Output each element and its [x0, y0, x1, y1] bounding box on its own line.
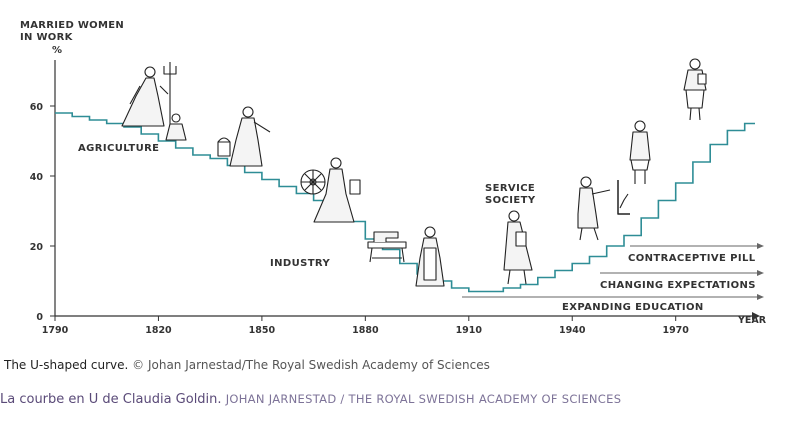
- annotation-changing-expectations: CHANGING EXPECTATIONS: [600, 270, 764, 291]
- x-axis-label: YEAR: [737, 315, 767, 326]
- woman-with-folder-icon: [503, 210, 533, 285]
- sewing-machine-icon: [367, 231, 407, 263]
- axes: [50, 60, 760, 321]
- y-tick-label: 20: [30, 242, 44, 253]
- article-caption: La courbe en U de Claudia Goldin. JOHAN …: [0, 390, 790, 409]
- article-caption-credit: JOHAN JARNESTAD / THE ROYAL SWEDISH ACAD…: [225, 392, 622, 406]
- annotation-contraceptive-pill: CONTRACEPTIVE PILL: [628, 243, 764, 264]
- era-label-agriculture: AGRICULTURE: [78, 143, 159, 154]
- y-axis-unit: %: [52, 45, 62, 56]
- figure-caption-credit: © Johan Jarnestad/The Royal Swedish Acad…: [132, 358, 490, 372]
- series-line: [55, 112, 755, 293]
- x-tick-label: 1940: [559, 325, 586, 336]
- annotation-education-label: EXPANDING EDUCATION: [562, 302, 704, 313]
- y-axis-label-line1: MARRIED WOMEN: [20, 20, 124, 31]
- y-tick-label: 60: [30, 102, 44, 113]
- y-tick-label: 0: [36, 312, 43, 323]
- y-tick-label: 40: [30, 172, 44, 183]
- tick-labels: 0 20 40 60 1790 1820 1850 1880 1910 1940 1970 YEAR: [30, 102, 767, 336]
- era-label-service-line1: SERVICE: [485, 183, 535, 194]
- x-tick-label: 1820: [145, 325, 172, 336]
- woman-at-spinning-wheel-icon: [300, 157, 361, 223]
- x-tick-label: 1910: [456, 325, 483, 336]
- woman-carrying-bucket-icon: [217, 106, 271, 167]
- u-shaped-curve-chart: MARRIED WOMEN IN WORK % 0 20 40 60 1790 1820 1…: [20, 20, 767, 336]
- woman-at-chart-icon: [577, 176, 630, 241]
- article-caption-title: La courbe en U de Claudia Goldin.: [0, 392, 222, 407]
- x-tick-label: 1790: [42, 325, 69, 336]
- figure-caption-title: The U-shaped curve.: [4, 358, 129, 372]
- annotation-expectations-label: CHANGING EXPECTATIONS: [600, 280, 756, 291]
- woman-on-stairs-icon: [683, 58, 707, 121]
- woman-in-suit-icon: [629, 120, 651, 184]
- x-tick-label: 1880: [352, 325, 379, 336]
- x-axis-arrow: [752, 312, 760, 320]
- era-label-industry: INDUSTRY: [270, 258, 330, 269]
- annotation-expanding-education: EXPANDING EDUCATION: [462, 294, 764, 313]
- woman-in-apron-icon: [415, 226, 445, 287]
- figure-caption: The U-shaped curve. © Johan Jarnestad/Th…: [4, 358, 490, 372]
- woman-with-pitchfork-icon: [121, 62, 187, 141]
- annotation-pill-label: CONTRACEPTIVE PILL: [628, 253, 756, 264]
- era-label-service-line2: SOCIETY: [485, 195, 536, 206]
- x-tick-label: 1970: [662, 325, 689, 336]
- y-axis-label-line2: IN WORK: [20, 32, 74, 43]
- x-tick-label: 1850: [249, 325, 276, 336]
